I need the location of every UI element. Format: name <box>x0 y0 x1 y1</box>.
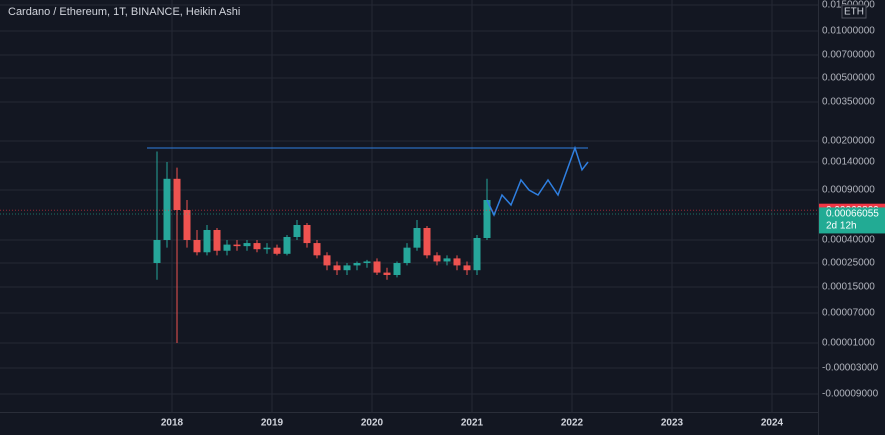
candle-body <box>363 261 371 263</box>
y-tick-label: 0.01000000 <box>822 26 875 37</box>
candle-body <box>423 228 431 256</box>
x-tick-label: 2023 <box>661 418 684 429</box>
candle-body <box>313 243 321 256</box>
currency-box <box>841 4 867 19</box>
candle-body <box>353 263 361 266</box>
candle-body <box>403 247 411 263</box>
y-tick-label: 0.00200000 <box>822 136 875 147</box>
y-tick-label: 0.00001000 <box>822 338 875 349</box>
y-tick-label: 0.00090000 <box>822 185 875 196</box>
y-tick-label: 0.00500000 <box>822 73 875 84</box>
y-tick-label: 0.00025000 <box>822 258 875 269</box>
candle-body <box>153 240 161 263</box>
candle-body <box>373 261 381 273</box>
candle-body <box>243 243 251 247</box>
candle-body <box>343 265 351 271</box>
candle-body <box>433 255 441 262</box>
candle-body <box>183 210 191 240</box>
candle-body <box>303 225 311 244</box>
candle-body <box>413 228 421 248</box>
candle-body <box>323 255 331 266</box>
candle-body <box>253 243 261 250</box>
candle-body <box>383 272 391 275</box>
x-tick-label: 2021 <box>461 418 484 429</box>
chart-title: Cardano / Ethereum, 1T, BINANCE, Heikin … <box>8 6 240 18</box>
x-tick-label: 2018 <box>161 418 184 429</box>
candle-body <box>213 230 221 251</box>
candle-body <box>173 178 181 210</box>
candle-body <box>203 230 211 253</box>
x-tick-label: 2019 <box>261 418 284 429</box>
candle-body <box>193 240 201 253</box>
candle-body <box>443 258 451 262</box>
candle-body <box>333 265 341 271</box>
y-tick-label: 0.00350000 <box>822 97 875 108</box>
x-tick-label: 2022 <box>561 418 584 429</box>
y-tick-label: -0.00003000 <box>822 363 879 374</box>
candle-body <box>483 200 491 238</box>
y-tick-label: 0.00140000 <box>822 157 875 168</box>
y-tick-label: -0.00009000 <box>822 389 879 400</box>
candle-body <box>473 238 481 271</box>
y-tick-label: 0.00700000 <box>822 50 875 61</box>
price-label-box <box>819 207 885 234</box>
x-tick-label: 2024 <box>761 418 784 429</box>
y-tick-label: 0.00015000 <box>822 282 875 293</box>
candle-body <box>453 258 461 266</box>
candle-body <box>233 244 241 247</box>
drawing-line <box>486 145 589 217</box>
currency-label: ETH <box>844 7 864 18</box>
candle-body <box>283 237 291 254</box>
candle-body <box>463 265 471 271</box>
x-tick-label: 2020 <box>361 418 384 429</box>
candle-body <box>223 244 231 251</box>
countdown-label: 2d 12h <box>826 221 857 232</box>
candle-body <box>293 225 301 237</box>
candle-body <box>263 247 271 250</box>
candle-body <box>163 178 171 240</box>
y-tick-label: 0.00007000 <box>822 308 875 319</box>
candle-body <box>273 247 281 254</box>
price-label: 0.00066055 <box>826 209 879 220</box>
candle-body <box>393 263 401 275</box>
y-tick-label: 0.00040000 <box>822 235 875 246</box>
